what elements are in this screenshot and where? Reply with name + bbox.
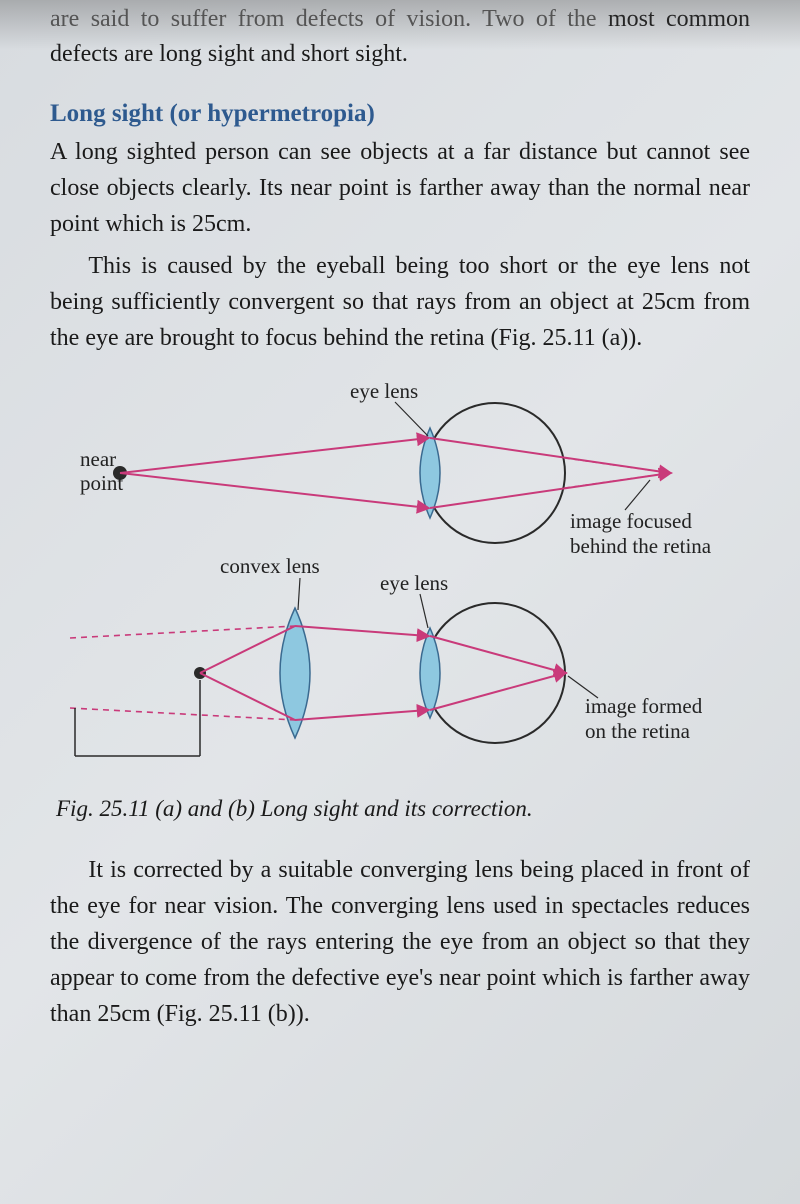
eye-lens-top — [420, 428, 440, 518]
leader-eyelens-bot — [420, 594, 428, 628]
virtual-ray-l — [70, 708, 295, 720]
leader-convex — [298, 578, 300, 610]
label-eyelens-bot: eye lens — [380, 571, 448, 595]
section-title: Long sight (or hypermetropia) — [50, 100, 750, 128]
leader-behind — [625, 480, 650, 510]
label-near: near — [80, 447, 116, 471]
leader-onretina — [568, 676, 598, 698]
paragraph-2: This is caused by the eyeball being too … — [50, 248, 750, 356]
ray-bot-l2 — [295, 710, 428, 720]
label-convex: convex lens — [220, 554, 320, 578]
figure-diagram: near point eye lens image focused behind… — [50, 368, 750, 788]
ray-bot-u3 — [430, 636, 565, 673]
eye-lens-bot — [420, 628, 440, 718]
ray-bot-l3 — [430, 673, 565, 710]
eyeball-bot — [425, 603, 565, 743]
label-onretina-2: on the retina — [585, 719, 691, 743]
label-eyelens-top: eye lens — [350, 379, 418, 403]
paragraph-1: A long sighted person can see objects at… — [50, 134, 750, 242]
intro-cut-line: are said to suffer from defects of visio… — [50, 6, 597, 32]
label-behind-2: behind the retina — [570, 534, 712, 558]
intro-paragraph: are said to suffer from defects of visio… — [50, 0, 750, 72]
figure-caption: Fig. 25.11 (a) and (b) Long sight and it… — [56, 796, 750, 822]
label-onretina-1: image formed — [585, 694, 703, 718]
paragraph-3: It is corrected by a suitable converging… — [50, 852, 750, 1032]
ray-top-upper-a — [120, 438, 428, 473]
label-point: point — [80, 471, 123, 495]
eyeball-top — [425, 403, 565, 543]
label-behind-1: image focused — [570, 509, 692, 533]
ray-bot-u2 — [295, 626, 428, 636]
virtual-ray-u — [70, 626, 295, 638]
ray-top-lower-a — [120, 473, 428, 508]
leader-eyelens-top — [395, 402, 428, 436]
ray-top-upper-b — [430, 438, 670, 473]
ray-top-lower-b — [430, 473, 670, 508]
